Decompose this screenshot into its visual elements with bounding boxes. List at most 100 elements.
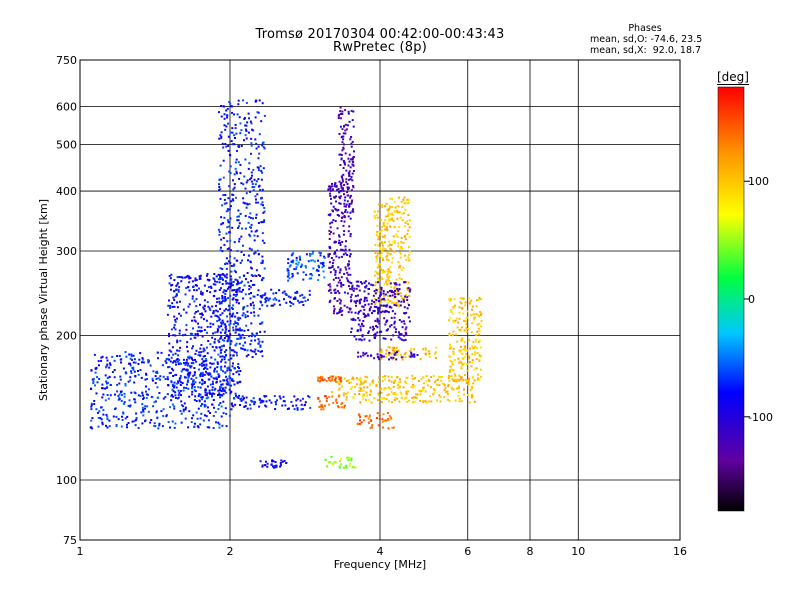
data-point (133, 358, 136, 361)
data-point (388, 306, 391, 309)
data-point (448, 319, 450, 322)
data-point (218, 300, 221, 303)
data-point (250, 322, 253, 325)
data-point (105, 380, 108, 383)
data-point (425, 375, 428, 377)
data-point (219, 273, 222, 276)
data-point (257, 349, 260, 352)
data-point (245, 324, 248, 327)
data-point (213, 349, 216, 352)
data-point (185, 368, 188, 371)
data-point (405, 333, 408, 336)
data-point (219, 313, 222, 316)
data-point (238, 276, 241, 279)
data-point (109, 394, 112, 397)
data-point (335, 200, 337, 203)
data-point (342, 167, 345, 169)
data-point (354, 386, 357, 389)
data-point (246, 407, 249, 410)
data-point (256, 249, 259, 252)
data-point (343, 272, 346, 275)
data-point (209, 291, 212, 294)
data-point (455, 333, 458, 336)
data-point (157, 377, 160, 380)
data-point (321, 266, 324, 269)
data-point (169, 277, 172, 280)
data-point (288, 407, 290, 410)
data-point (118, 398, 121, 400)
data-point (446, 398, 449, 401)
data-point (203, 308, 206, 311)
data-point (401, 358, 404, 361)
data-point (219, 389, 222, 392)
data-point (375, 299, 378, 301)
data-point (248, 233, 251, 236)
data-point (437, 378, 439, 381)
data-point (240, 290, 243, 293)
data-point (218, 111, 220, 114)
data-point (229, 249, 232, 252)
data-point (345, 268, 348, 271)
data-point (152, 370, 155, 373)
data-point (398, 300, 400, 303)
data-point (388, 253, 391, 256)
data-point (105, 366, 107, 369)
data-point (327, 213, 330, 216)
data-point (247, 259, 249, 262)
data-point (185, 324, 188, 327)
data-point (333, 252, 336, 255)
data-point (217, 394, 219, 396)
data-point (260, 399, 263, 402)
data-point (203, 414, 206, 417)
data-point (341, 113, 344, 115)
stats-x-mode: mean, sd,X: 92.0, 18.7 (590, 45, 702, 56)
data-point (403, 306, 406, 309)
data-point (359, 383, 362, 386)
data-point (398, 333, 401, 335)
data-point (336, 284, 339, 287)
data-point (137, 362, 140, 365)
data-point (383, 224, 386, 227)
data-point (137, 370, 139, 372)
data-point (253, 403, 256, 406)
data-point (397, 205, 400, 208)
data-point (260, 221, 263, 224)
data-point (336, 209, 339, 212)
data-point (401, 247, 403, 250)
data-point (250, 339, 253, 342)
data-point (201, 312, 203, 315)
data-point (200, 351, 203, 354)
data-point (396, 299, 399, 302)
data-point (348, 281, 351, 284)
data-point (167, 384, 170, 387)
data-point (348, 205, 351, 208)
data-point (309, 254, 312, 257)
data-point (386, 229, 389, 232)
data-point (230, 340, 233, 342)
data-point (391, 197, 393, 200)
data-point (184, 417, 187, 420)
data-point (350, 176, 353, 179)
data-point (215, 309, 218, 312)
data-point (351, 158, 354, 160)
data-point (470, 299, 473, 302)
data-point (287, 272, 290, 275)
colorbar-tick-label: 100 (748, 175, 769, 188)
data-point (343, 163, 346, 166)
data-point (234, 161, 237, 164)
data-point (170, 395, 173, 398)
data-point (279, 303, 281, 306)
data-point (373, 334, 375, 337)
data-point (216, 328, 219, 331)
data-point (413, 385, 416, 387)
data-point (256, 166, 259, 169)
data-point (191, 357, 193, 360)
data-point (261, 350, 263, 353)
data-point (343, 291, 346, 294)
data-point (263, 267, 266, 270)
data-point (266, 304, 269, 307)
data-point (213, 290, 216, 293)
data-point (257, 157, 260, 160)
data-point (383, 317, 386, 320)
data-point (192, 374, 195, 377)
